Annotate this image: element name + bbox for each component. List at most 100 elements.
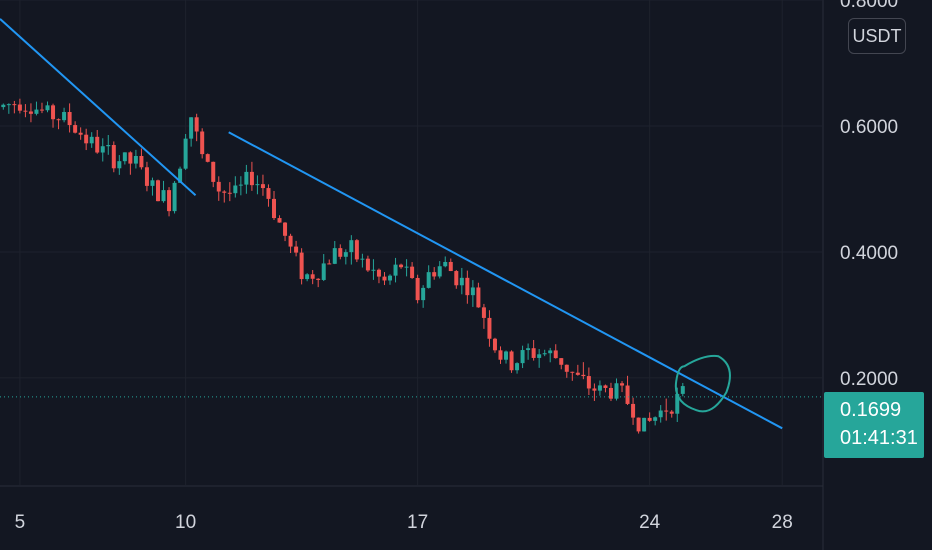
candle-body (56, 119, 61, 121)
candle-body (321, 263, 326, 280)
candle-body (6, 104, 11, 106)
y-tick-label: 0.2000 (840, 369, 898, 390)
candle-body (78, 132, 83, 135)
candle-body (233, 185, 238, 194)
candle-body (625, 385, 630, 404)
candle-body (106, 145, 111, 147)
candle-body (647, 417, 652, 421)
candle-body (592, 388, 597, 391)
candle-body (481, 307, 486, 318)
candle-body (631, 403, 636, 418)
candle-body (283, 222, 288, 236)
y-tick-label: 0.4000 (840, 243, 898, 264)
candle-body (305, 274, 310, 280)
current-price-label: 0.1699 01:41:31 (824, 392, 924, 458)
candle-body (570, 371, 575, 373)
currency-badge[interactable]: USDT (848, 18, 906, 54)
candle-body (277, 218, 282, 223)
candle-body (139, 155, 144, 168)
trendline (228, 131, 783, 430)
x-tick-label: 10 (175, 512, 196, 533)
candle-body (470, 287, 475, 296)
candle-body (1, 104, 6, 108)
candle-body (492, 338, 497, 351)
candle-body (111, 145, 116, 169)
candle-body (89, 136, 94, 144)
candle-body (327, 263, 332, 265)
candle-body (28, 111, 33, 114)
candle-body (238, 184, 243, 186)
breakout-circle-annotation (674, 354, 731, 413)
candle-body (128, 152, 133, 164)
candle-body (542, 353, 547, 355)
candle-body (288, 235, 293, 247)
candle-body (183, 138, 188, 169)
candle-body (664, 410, 669, 412)
candle-body (575, 372, 580, 375)
y-tick-label: 0.8000 (840, 0, 898, 12)
candle-body (515, 363, 520, 371)
candle-body (266, 188, 271, 199)
candle-body (167, 190, 172, 212)
candle-body (410, 266, 415, 278)
candle-body (122, 152, 127, 162)
candle-body (194, 117, 199, 132)
candle-body (680, 386, 685, 394)
candle-body (255, 184, 260, 186)
candle-body (564, 364, 569, 372)
candle-body (332, 248, 337, 264)
candle-body (205, 154, 210, 162)
candle-body (299, 252, 304, 280)
candle-body (448, 261, 453, 272)
candle-body (51, 105, 56, 120)
candle-body (222, 191, 227, 193)
candle-body (454, 271, 459, 286)
candle-body (559, 358, 564, 365)
candle-body (388, 275, 393, 281)
candle-body (443, 261, 448, 267)
candle-body (73, 125, 78, 133)
candle-body (658, 410, 663, 418)
trendline (0, 18, 197, 197)
candle-body (100, 146, 105, 153)
candle-body (437, 266, 442, 277)
candle-body (144, 167, 149, 186)
candle-body (608, 387, 613, 399)
candle-body (316, 278, 321, 280)
candle-body (399, 264, 404, 268)
candle-body (426, 272, 431, 288)
candle-body (34, 109, 39, 114)
candle-body (189, 117, 194, 139)
candle-body (620, 383, 625, 386)
candle-body (272, 198, 276, 219)
candle-body (642, 417, 647, 432)
axes: 0.8000 0.6000 0.4000 0.2000 5 10 17 24 28 (0, 0, 898, 550)
candle-body (498, 350, 503, 360)
candle-body (393, 264, 398, 276)
candle-body (586, 376, 591, 389)
candle-body (294, 246, 299, 253)
candle-body (603, 385, 608, 388)
candle-body (150, 180, 155, 186)
candle-body (39, 109, 44, 111)
x-tick-label: 28 (772, 512, 793, 533)
candle-body (95, 136, 100, 153)
candle-body (354, 240, 359, 260)
candle-body (45, 105, 50, 111)
candle-body (216, 181, 221, 192)
candle-body (459, 277, 464, 286)
plot-pane (0, 0, 822, 485)
candle-body (653, 417, 658, 421)
candle-body (531, 348, 536, 358)
y-tick-label: 0.6000 (840, 117, 898, 138)
current-price-value: 0.1699 (840, 399, 902, 421)
x-tick-label: 5 (15, 512, 26, 533)
candle-body (172, 182, 177, 212)
candle-body (17, 104, 22, 111)
candle-body (343, 252, 348, 257)
candle-body (365, 258, 370, 271)
candle-body (614, 383, 619, 399)
candle-body (155, 180, 160, 202)
